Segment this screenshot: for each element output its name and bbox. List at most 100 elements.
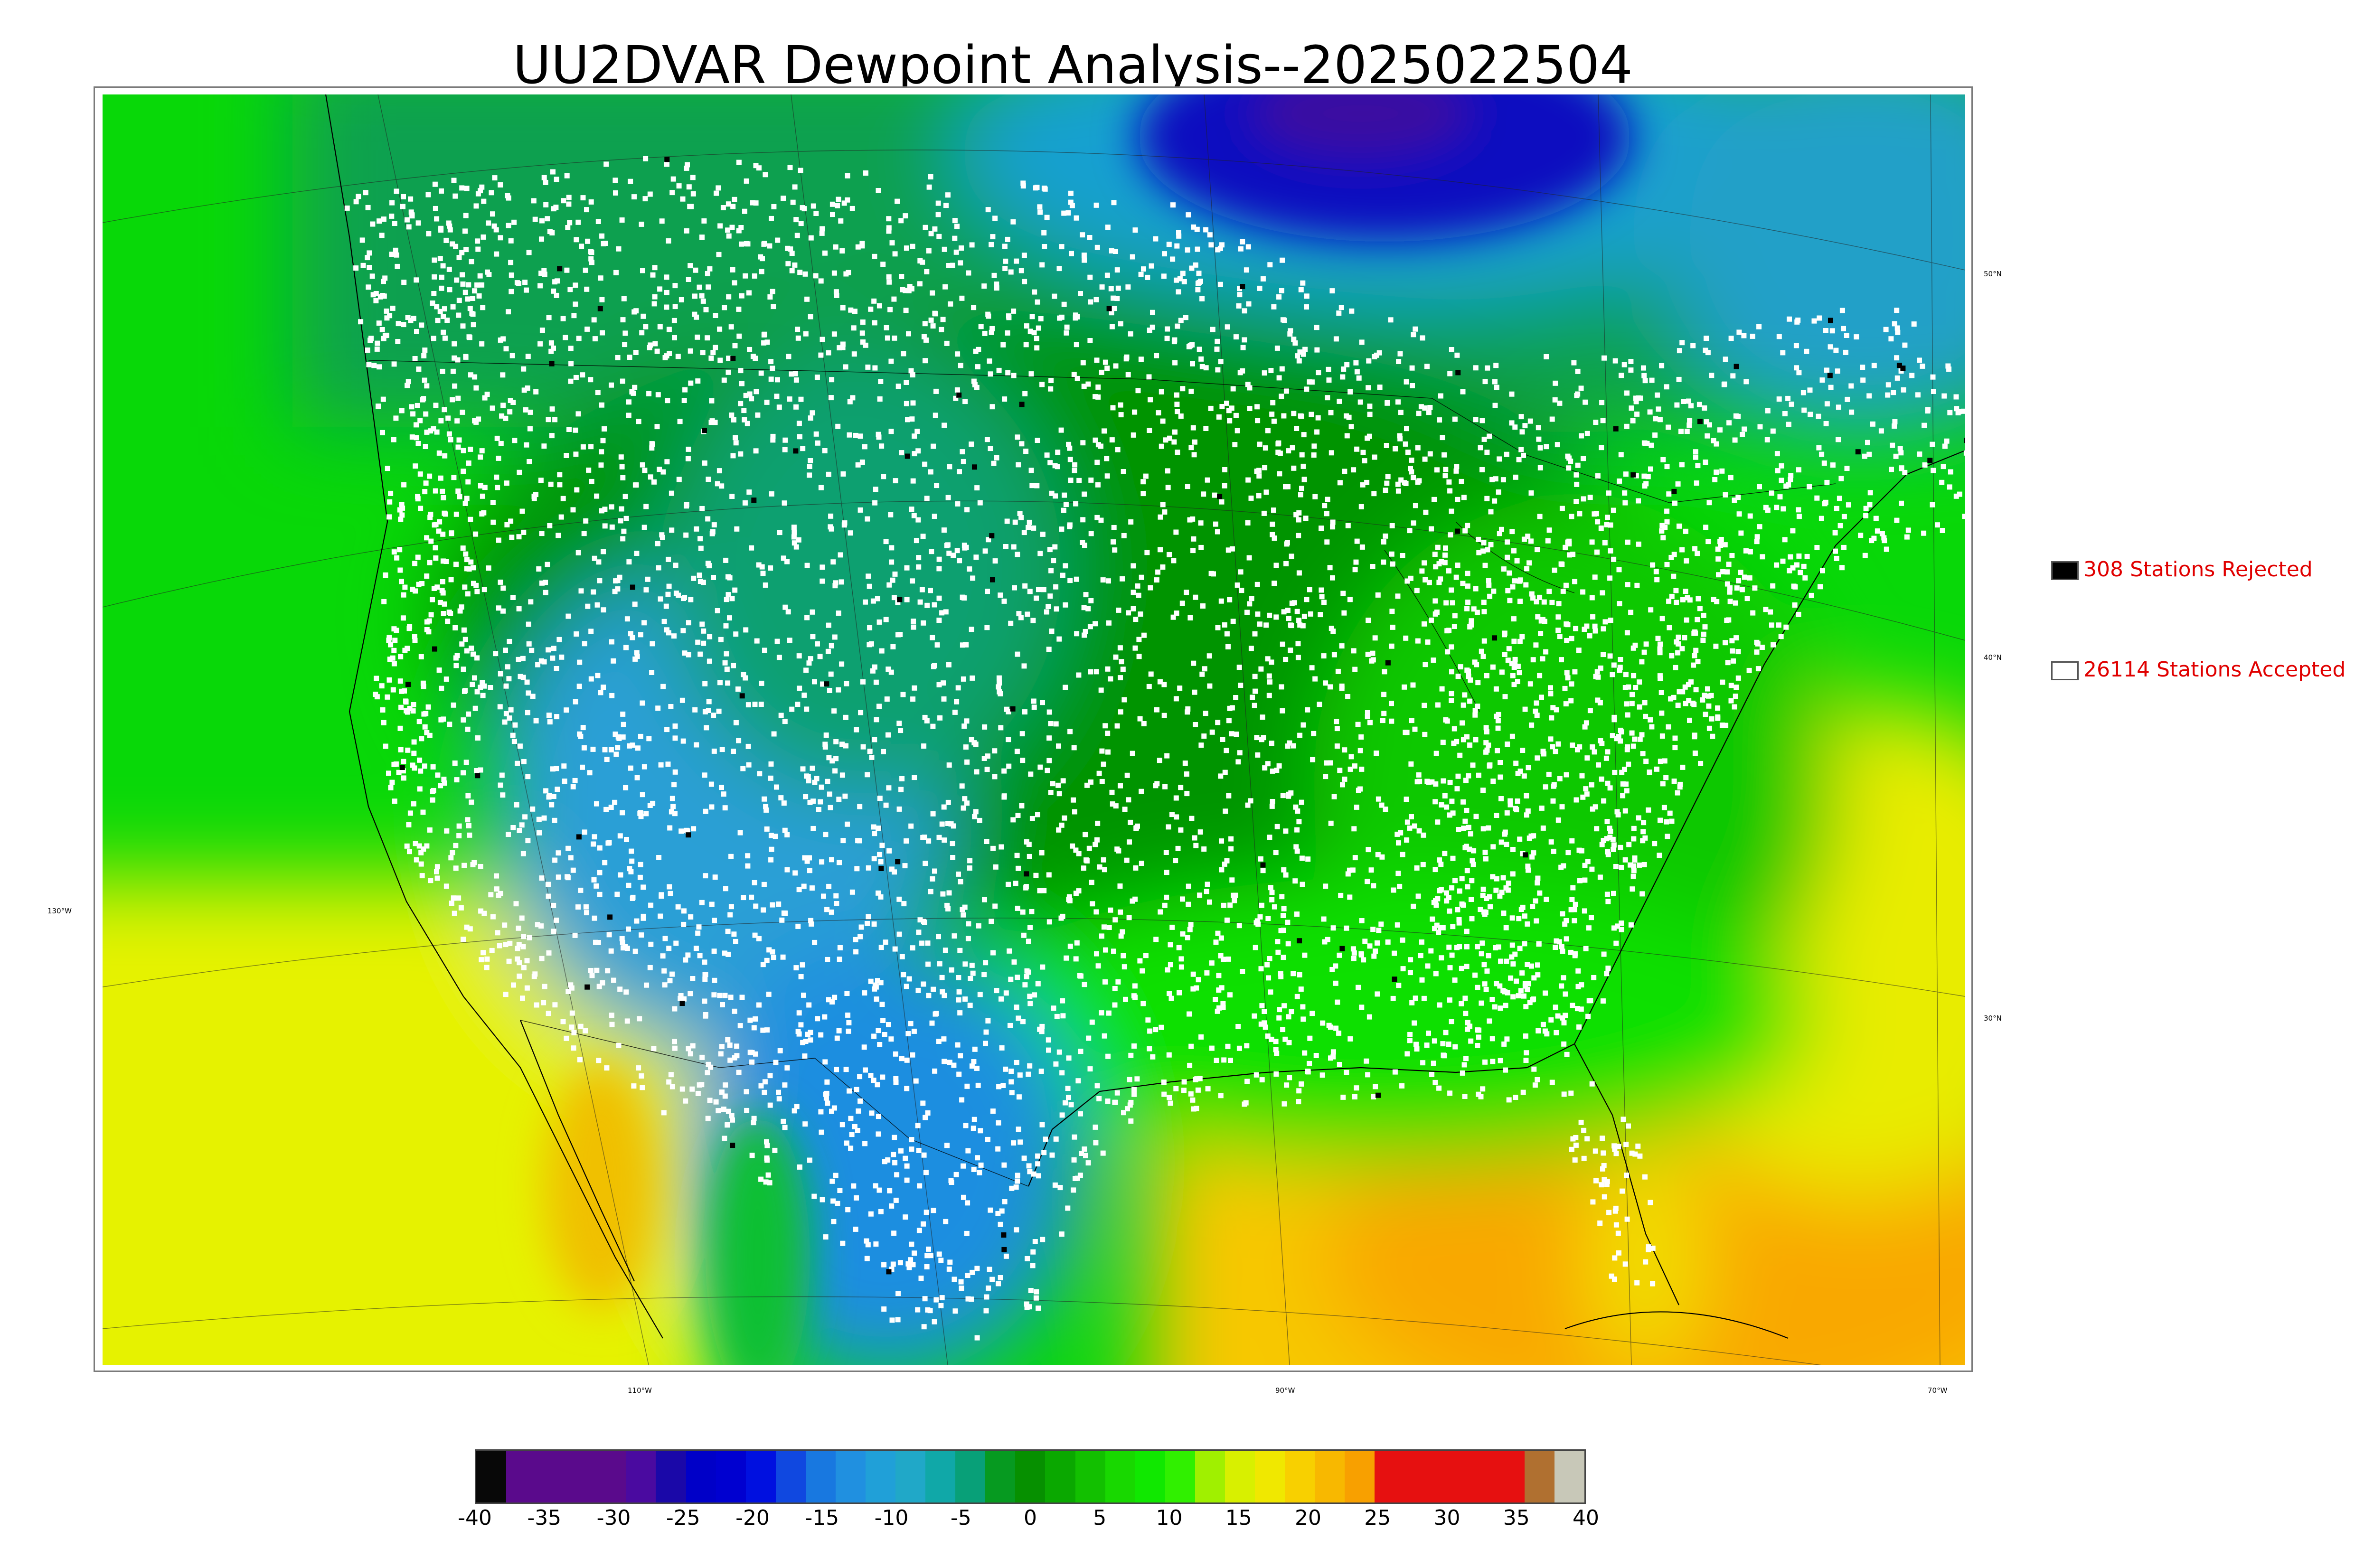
station-accepted-dot [358,319,364,325]
station-accepted-dot [1148,671,1154,677]
station-accepted-dot [1453,574,1459,580]
station-accepted-dot [1008,1079,1014,1085]
station-accepted-dot [1189,342,1195,347]
station-accepted-dot [1691,702,1697,707]
station-accepted-dot [756,936,762,941]
station-accepted-dot [1347,597,1353,602]
station-accepted-dot [926,993,932,998]
station-accepted-dot [1496,944,1501,950]
station-accepted-dot [1963,450,1965,456]
station-accepted-dot [1276,294,1282,300]
station-accepted-dot [1388,317,1394,323]
station-accepted-dot [1272,904,1277,910]
station-accepted-dot [1560,911,1565,917]
station-accepted-dot [905,1261,911,1267]
station-accepted-dot [1459,479,1464,484]
station-accepted-dot [934,483,940,488]
station-accepted-dot [1402,480,1407,486]
station-accepted-dot [848,530,853,536]
station-accepted-dot [1452,878,1458,883]
station-accepted-dot [876,1187,882,1193]
station-accepted-dot [408,318,414,323]
station-accepted-dot [1191,660,1196,666]
station-accepted-dot [835,1201,840,1206]
station-accepted-dot [1464,807,1470,813]
station-accepted-dot [989,242,994,247]
station-accepted-dot [496,605,501,611]
station-accepted-dot [673,563,678,568]
station-accepted-dot [1630,743,1636,749]
station-accepted-dot [1572,951,1578,957]
station-accepted-dot [1123,356,1129,362]
station-accepted-dot [974,385,980,390]
station-accepted-dot [505,193,510,198]
station-accepted-dot [1369,658,1375,664]
station-accepted-dot [433,488,438,494]
station-accepted-dot [1685,595,1690,601]
station-accepted-dot [581,531,587,536]
station-accepted-dot [1011,308,1017,314]
station-accepted-dot [1860,377,1866,383]
station-accepted-dot [859,460,865,465]
station-accepted-dot [1044,215,1050,220]
station-accepted-dot [411,751,417,756]
station-accepted-dot [1186,901,1191,907]
station-accepted-dot [471,322,476,328]
station-accepted-dot [1527,418,1533,424]
station-accepted-dot [1695,551,1700,556]
station-accepted-dot [566,201,572,207]
station-accepted-dot [1862,553,1868,558]
station-accepted-dot [509,289,514,294]
station-accepted-dot [1300,351,1306,357]
station-accepted-dot [1718,543,1724,548]
station-accepted-dot [1534,713,1540,718]
station-accepted-dot [640,268,645,273]
station-accepted-dot [1376,350,1382,356]
station-accepted-dot [808,314,813,319]
station-accepted-dot [1023,342,1029,347]
station-accepted-dot [1714,441,1719,447]
station-accepted-dot [1655,636,1661,641]
station-accepted-dot [860,339,866,345]
station-accepted-dot [1245,244,1251,250]
station-accepted-dot [1878,428,1884,434]
station-accepted-dot [1601,1150,1606,1156]
station-accepted-dot [1439,955,1444,961]
station-accepted-dot [1599,445,1604,451]
station-accepted-dot [507,638,512,644]
station-accepted-dot [1824,367,1829,373]
station-accepted-dot [575,550,581,555]
station-accepted-dot [1207,232,1213,238]
station-accepted-dot [830,212,835,217]
station-accepted-dot [1080,517,1086,523]
station-accepted-dot [1419,939,1424,945]
station-accepted-dot [1652,841,1658,846]
station-accepted-dot [619,506,624,512]
station-accepted-dot [541,268,547,273]
station-accepted-dot [1468,831,1473,837]
station-accepted-dot [481,510,487,516]
station-accepted-dot [1915,392,1921,398]
station-accepted-dot [694,314,699,320]
station-accepted-dot [1269,659,1274,665]
station-accepted-dot [1328,760,1333,766]
station-accepted-dot [1601,798,1607,804]
station-accepted-dot [738,368,744,374]
station-accepted-dot [1036,587,1041,592]
station-accepted-dot [725,201,731,207]
station-accepted-dot [768,775,773,781]
station-accepted-dot [1005,236,1010,242]
station-accepted-dot [910,372,915,378]
station-accepted-dot [1404,837,1410,843]
station-accepted-dot [695,639,701,645]
station-accepted-dot [1724,569,1730,575]
station-accepted-dot [1271,507,1276,513]
station-accepted-dot [1505,742,1510,747]
station-accepted-dot [811,1193,817,1199]
station-accepted-dot [440,531,446,537]
station-accepted-dot [787,165,793,170]
station-accepted-dot [415,220,421,226]
station-accepted-dot [1112,547,1118,553]
station-accepted-dot [1330,925,1336,931]
station-accepted-dot [1196,977,1201,983]
